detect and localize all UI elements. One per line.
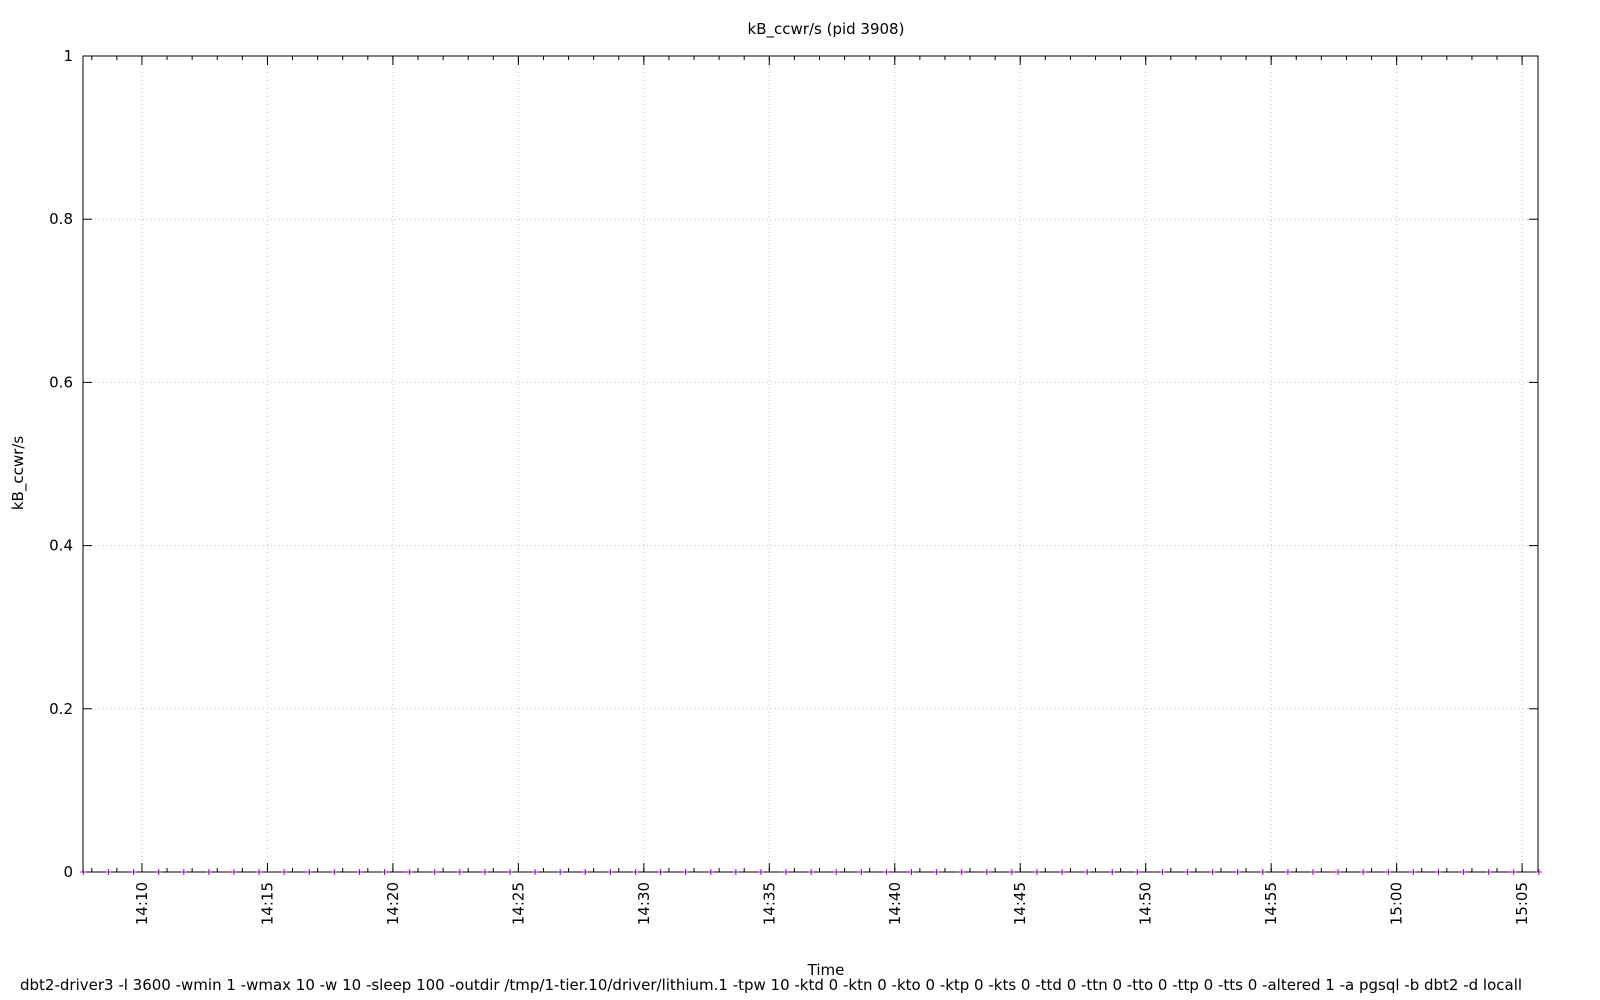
x-axis-label: Time (807, 961, 845, 979)
data-point (1485, 869, 1492, 875)
data-point (507, 869, 514, 875)
command-caption: dbt2-driver3 -l 3600 -wmin 1 -wmax 10 -w… (20, 976, 1522, 994)
data-point (256, 869, 263, 875)
axis-ticks: 0 0.2 0.4 0.6 0.8 1 14:10 14:15 14:20 14:25 14:30 1… (49, 47, 1538, 925)
data-point (230, 869, 237, 875)
data-point (1435, 869, 1442, 875)
data-point (1008, 869, 1015, 875)
data-point (1309, 869, 1316, 875)
data-point (1134, 869, 1141, 875)
data-point (657, 869, 664, 875)
data-point (833, 869, 840, 875)
data-point (933, 869, 940, 875)
data-point (582, 869, 589, 875)
data-point (180, 869, 187, 875)
data-point (707, 869, 714, 875)
grid-lines (83, 56, 1538, 872)
y-axis-label: kB_ccwr/s (9, 436, 28, 510)
data-point (130, 869, 137, 875)
data-point (205, 869, 212, 875)
x-tick-label: 15:00 (1388, 882, 1406, 925)
data-point (908, 869, 915, 875)
x-tick-label: 14:55 (1262, 882, 1280, 925)
x-tick-label: 14:10 (133, 882, 151, 925)
y-tick-label: 0.6 (49, 373, 73, 391)
data-point (481, 869, 488, 875)
chart-title: kB_ccwr/s (pid 3908) (748, 20, 905, 39)
data-point (1460, 869, 1467, 875)
y-tick-label: 0.2 (49, 700, 73, 718)
x-tick-label: 14:30 (635, 882, 653, 925)
data-point (1059, 869, 1066, 875)
y-tick-label: 0.4 (49, 537, 73, 555)
data-point (431, 869, 438, 875)
data-points (80, 869, 1542, 875)
x-tick-label: 15:05 (1513, 882, 1531, 925)
x-tick-label: 14:25 (509, 882, 527, 925)
data-point (983, 869, 990, 875)
data-point (557, 869, 564, 875)
data-point (732, 869, 739, 875)
data-point (1159, 869, 1166, 875)
data-point (1284, 869, 1291, 875)
data-point (632, 869, 639, 875)
data-point (1109, 869, 1116, 875)
data-point (381, 869, 388, 875)
data-point (281, 869, 288, 875)
data-point (105, 869, 112, 875)
data-point (456, 869, 463, 875)
y-tick-label: 1 (63, 47, 73, 65)
x-tick-label: 14:50 (1137, 882, 1155, 925)
data-point (306, 869, 313, 875)
x-tick-label: 14:20 (384, 882, 402, 925)
data-point (1385, 869, 1392, 875)
x-tick-label: 14:40 (886, 882, 904, 925)
data-point (783, 869, 790, 875)
data-point (1033, 869, 1040, 875)
data-point (356, 869, 363, 875)
y-tick-label: 0 (63, 863, 73, 881)
data-point (1184, 869, 1191, 875)
data-point (406, 869, 413, 875)
data-point (808, 869, 815, 875)
data-point (80, 869, 87, 875)
y-tick-label: 0.8 (49, 210, 73, 228)
data-point (1510, 869, 1517, 875)
data-point (958, 869, 965, 875)
data-point (1234, 869, 1241, 875)
data-point (858, 869, 865, 875)
data-point (1535, 869, 1542, 875)
x-tick-label: 14:35 (760, 882, 778, 925)
data-point (757, 869, 764, 875)
x-tick-label: 14:15 (258, 882, 276, 925)
data-point (607, 869, 614, 875)
data-point (1410, 869, 1417, 875)
data-point (1084, 869, 1091, 875)
data-point (1209, 869, 1216, 875)
data-point (532, 869, 539, 875)
data-point (1259, 869, 1266, 875)
data-point (1360, 869, 1367, 875)
data-point (682, 869, 689, 875)
data-point (155, 869, 162, 875)
data-point (1335, 869, 1342, 875)
data-point (883, 869, 890, 875)
data-point (331, 869, 338, 875)
plot-frame (82, 55, 1539, 873)
x-tick-label: 14:45 (1011, 882, 1029, 925)
